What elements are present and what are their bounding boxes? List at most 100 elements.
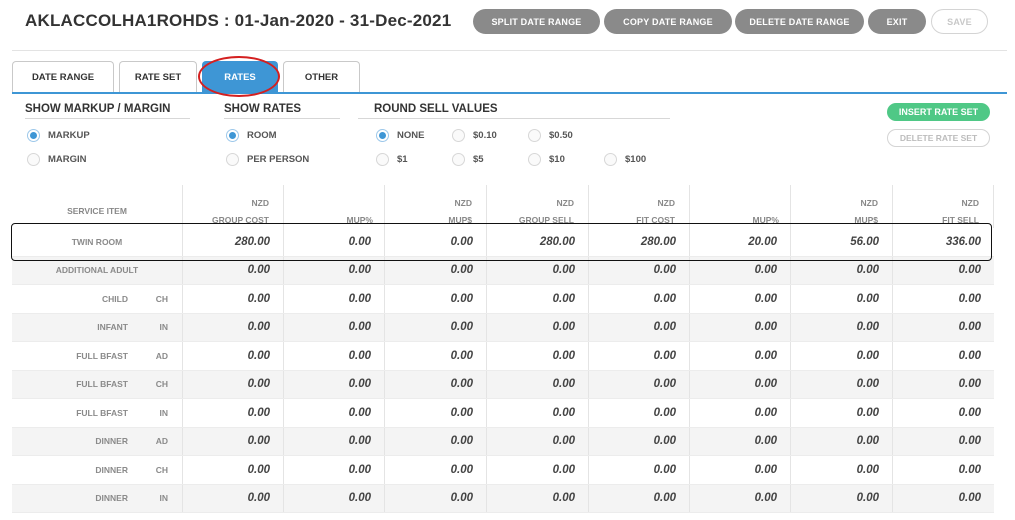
rate-value-cell[interactable]: 0.00 [384, 342, 486, 370]
round-1-option[interactable]: $1 [376, 153, 408, 166]
rate-value-cell[interactable]: 280.00 [182, 228, 283, 256]
rate-value-cell[interactable]: 0.00 [892, 370, 994, 398]
per-person-option[interactable]: PER PERSON [226, 153, 309, 166]
round-none-radio-icon[interactable] [376, 129, 389, 142]
rate-value-cell[interactable]: 0.00 [790, 313, 892, 341]
rate-value-cell[interactable]: 0.00 [588, 484, 689, 512]
rate-value-cell[interactable]: 20.00 [689, 228, 790, 256]
round-10-radio-icon[interactable] [528, 153, 541, 166]
rate-value-cell[interactable]: 0.00 [283, 285, 384, 313]
rate-value-cell[interactable]: 0.00 [588, 285, 689, 313]
rate-value-cell[interactable]: 0.00 [486, 484, 588, 512]
rate-value-cell[interactable]: 0.00 [384, 370, 486, 398]
rate-value-cell[interactable]: 0.00 [182, 342, 283, 370]
rate-value-cell[interactable]: 0.00 [689, 256, 790, 284]
rate-value-cell[interactable]: 0.00 [892, 484, 994, 512]
rate-value-cell[interactable]: 0.00 [588, 256, 689, 284]
rate-value-cell[interactable]: 0.00 [486, 370, 588, 398]
room-radio-icon[interactable] [226, 129, 239, 142]
insert-rate-set-button[interactable]: INSERT RATE SET [887, 103, 990, 121]
margin-radio-icon[interactable] [27, 153, 40, 166]
rate-value-cell[interactable]: 0.00 [384, 228, 486, 256]
round-5-option[interactable]: $5 [452, 153, 484, 166]
round-0-10-radio-icon[interactable] [452, 129, 465, 142]
rate-value-cell[interactable]: 0.00 [384, 427, 486, 455]
per-person-radio-icon[interactable] [226, 153, 239, 166]
rate-value-cell[interactable]: 0.00 [790, 456, 892, 484]
rate-value-cell[interactable]: 0.00 [892, 256, 994, 284]
rate-value-cell[interactable]: 0.00 [486, 313, 588, 341]
rate-value-cell[interactable]: 0.00 [384, 256, 486, 284]
rate-value-cell[interactable]: 0.00 [486, 342, 588, 370]
rate-value-cell[interactable]: 0.00 [384, 484, 486, 512]
rate-value-cell[interactable]: 0.00 [689, 370, 790, 398]
markup-option[interactable]: MARKUP [27, 129, 90, 142]
copy-date-range-button[interactable]: COPY DATE RANGE [604, 9, 732, 34]
margin-option[interactable]: MARGIN [27, 153, 87, 166]
rate-value-cell[interactable]: 0.00 [689, 456, 790, 484]
rate-value-cell[interactable]: 0.00 [283, 399, 384, 427]
delete-date-range-button[interactable]: DELETE DATE RANGE [735, 9, 864, 34]
rate-value-cell[interactable]: 0.00 [283, 342, 384, 370]
rate-value-cell[interactable]: 0.00 [588, 427, 689, 455]
rate-value-cell[interactable]: 0.00 [384, 313, 486, 341]
rate-value-cell[interactable]: 0.00 [283, 456, 384, 484]
rate-value-cell[interactable]: 0.00 [588, 456, 689, 484]
rate-value-cell[interactable]: 0.00 [384, 285, 486, 313]
rate-value-cell[interactable]: 0.00 [486, 256, 588, 284]
rate-value-cell[interactable]: 0.00 [588, 399, 689, 427]
rate-value-cell[interactable]: 0.00 [892, 342, 994, 370]
rate-value-cell[interactable]: 0.00 [892, 285, 994, 313]
round-0-50-option[interactable]: $0.50 [528, 129, 573, 142]
rate-value-cell[interactable]: 0.00 [486, 456, 588, 484]
tab-rates[interactable]: RATES [202, 61, 278, 93]
round-0-50-radio-icon[interactable] [528, 129, 541, 142]
rate-value-cell[interactable]: 0.00 [182, 399, 283, 427]
tab-rate-set[interactable]: RATE SET [119, 61, 197, 93]
rate-value-cell[interactable]: 0.00 [283, 484, 384, 512]
rate-value-cell[interactable]: 0.00 [689, 427, 790, 455]
round-1-radio-icon[interactable] [376, 153, 389, 166]
rate-value-cell[interactable]: 0.00 [283, 256, 384, 284]
rate-value-cell[interactable]: 0.00 [182, 285, 283, 313]
round-0-10-option[interactable]: $0.10 [452, 129, 497, 142]
tab-date-range[interactable]: DATE RANGE [12, 61, 114, 93]
rate-value-cell[interactable]: 0.00 [384, 456, 486, 484]
rate-value-cell[interactable]: 0.00 [790, 427, 892, 455]
save-button[interactable]: SAVE [931, 9, 988, 34]
rate-value-cell[interactable]: 0.00 [892, 399, 994, 427]
rate-value-cell[interactable]: 0.00 [182, 370, 283, 398]
rate-value-cell[interactable]: 0.00 [790, 285, 892, 313]
round-100-option[interactable]: $100 [604, 153, 646, 166]
rate-value-cell[interactable]: 0.00 [689, 342, 790, 370]
rate-value-cell[interactable]: 0.00 [486, 399, 588, 427]
rate-value-cell[interactable]: 0.00 [588, 313, 689, 341]
rate-value-cell[interactable]: 0.00 [892, 313, 994, 341]
rate-value-cell[interactable]: 0.00 [182, 427, 283, 455]
markup-radio-icon[interactable] [27, 129, 40, 142]
rate-value-cell[interactable]: 0.00 [283, 370, 384, 398]
rate-value-cell[interactable]: 0.00 [384, 399, 486, 427]
rate-value-cell[interactable]: 336.00 [892, 228, 994, 256]
tab-other[interactable]: OTHER [283, 61, 360, 93]
rate-value-cell[interactable]: 0.00 [588, 342, 689, 370]
rate-value-cell[interactable]: 0.00 [790, 256, 892, 284]
delete-rate-set-button[interactable]: DELETE RATE SET [887, 129, 990, 147]
rate-value-cell[interactable]: 0.00 [182, 256, 283, 284]
rate-value-cell[interactable]: 0.00 [689, 399, 790, 427]
rate-value-cell[interactable]: 0.00 [182, 313, 283, 341]
rate-value-cell[interactable]: 0.00 [689, 313, 790, 341]
rate-value-cell[interactable]: 0.00 [588, 370, 689, 398]
round-100-radio-icon[interactable] [604, 153, 617, 166]
rate-value-cell[interactable]: 0.00 [283, 427, 384, 455]
rate-value-cell[interactable]: 0.00 [283, 313, 384, 341]
rate-value-cell[interactable]: 56.00 [790, 228, 892, 256]
rate-value-cell[interactable]: 0.00 [790, 484, 892, 512]
rate-value-cell[interactable]: 0.00 [689, 484, 790, 512]
round-5-radio-icon[interactable] [452, 153, 465, 166]
rate-value-cell[interactable]: 0.00 [283, 228, 384, 256]
rate-value-cell[interactable]: 280.00 [486, 228, 588, 256]
rate-value-cell[interactable]: 280.00 [588, 228, 689, 256]
rate-value-cell[interactable]: 0.00 [486, 427, 588, 455]
rate-value-cell[interactable]: 0.00 [790, 399, 892, 427]
